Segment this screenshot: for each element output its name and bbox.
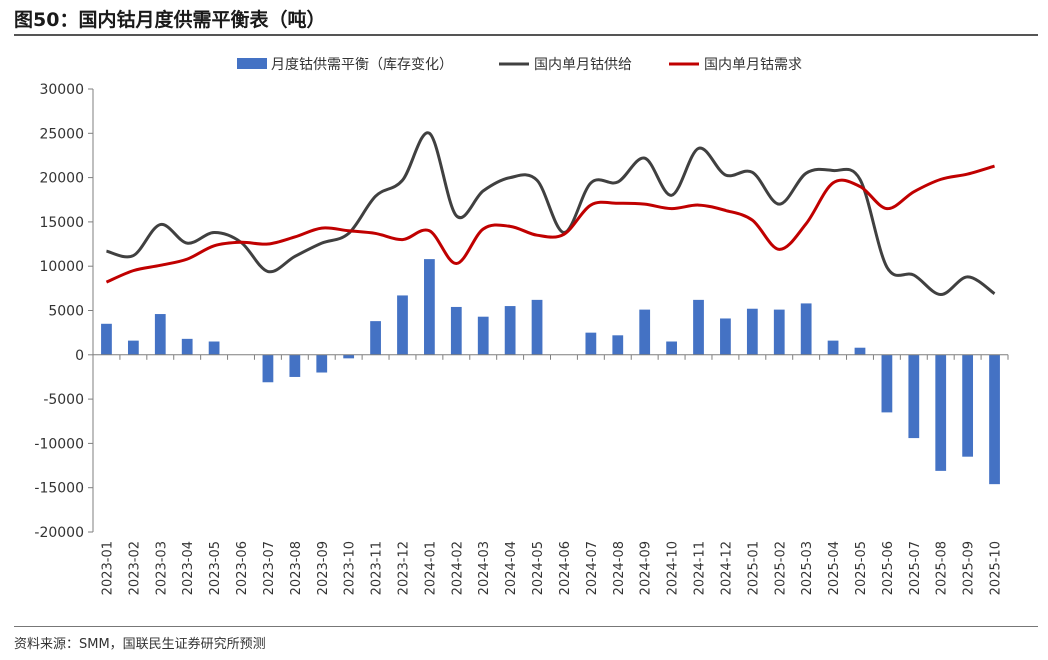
- y-tick-label: 20000: [39, 171, 84, 187]
- x-tick-label: 2023-11: [370, 541, 385, 595]
- figure-title: 图50：国内钴月度供需平衡表（吨）: [14, 9, 326, 31]
- x-tick-label: 2025-10: [989, 541, 1004, 595]
- bar-2025-10: [989, 354, 1000, 485]
- bar-2023-11: [370, 321, 381, 355]
- bar-2024-04: [504, 306, 516, 355]
- y-tick-label: -5000: [43, 392, 84, 408]
- x-tick-label: 2024-01: [423, 541, 438, 595]
- y-tick-label: 15000: [39, 215, 84, 231]
- bar-2023-03: [154, 314, 166, 355]
- bar-2025-08: [935, 354, 947, 471]
- bar-2023-12: [397, 295, 408, 355]
- source-note: 资料来源：SMM，国联民生证券研究所预测: [14, 637, 266, 652]
- y-tick-label: 25000: [39, 126, 84, 142]
- bar-2025-09: [962, 354, 974, 457]
- source-rule: [14, 626, 1038, 627]
- line-series: [105, 131, 996, 297]
- bar-2024-05: [531, 299, 543, 355]
- bar-2025-02: [773, 309, 785, 355]
- bar-2025-04: [827, 340, 839, 355]
- x-tick-label: 2024-08: [612, 541, 627, 595]
- y-tick-label: -15000: [34, 481, 84, 497]
- title-rule: [14, 34, 1038, 36]
- x-tick-label: 2024-02: [450, 541, 465, 595]
- x-tick-label: 2025-09: [962, 541, 977, 595]
- chart: 月度钴供需平衡（库存变化） 国内单月钴供给 国内单月钴需求 -20000 -15000…: [34, 57, 1009, 595]
- x-tick-label: 2023-08: [289, 541, 304, 595]
- x-axis: 2023-01 2023-02 2023-03 2023-04 2023-05 2023-…: [92, 354, 1009, 595]
- legend-label-supply: 国内单月钴供给: [534, 57, 632, 73]
- y-tick-label: -20000: [34, 525, 84, 541]
- bar-2024-10: [666, 341, 677, 355]
- bar-2025-07: [908, 354, 920, 439]
- x-tick-label: 2024-10: [666, 541, 681, 595]
- legend-swatch-balance: [237, 58, 267, 69]
- bar-2023-08: [289, 354, 301, 377]
- demand-line: [105, 164, 995, 284]
- bar-2024-09: [639, 309, 651, 355]
- bar-2023-05: [208, 341, 220, 355]
- y-tick-label: 5000: [48, 304, 84, 320]
- x-tick-label: 2023-05: [208, 541, 223, 595]
- x-tick-label: 2024-07: [585, 541, 600, 595]
- bar-2023-02: [127, 340, 139, 355]
- bar-2023-10: [343, 354, 355, 359]
- bar-2025-03: [800, 303, 812, 355]
- x-tick-label: 2025-04: [827, 541, 842, 595]
- bar-2023-04: [181, 338, 193, 355]
- x-tick-label: 2023-06: [235, 541, 250, 595]
- y-axis: -20000 -15000 -10000 -5000 0 5000 10000 15000 20…: [34, 82, 94, 541]
- x-tick-label: 2023-01: [100, 541, 115, 595]
- x-tick-label: 2025-03: [800, 541, 815, 595]
- y-tick-label: 10000: [39, 259, 84, 275]
- bar-2024-08: [612, 335, 624, 355]
- bar-2025-06: [881, 354, 893, 413]
- legend-label-balance: 月度钴供需平衡（库存变化）: [271, 57, 453, 73]
- x-tick-label: 2023-10: [343, 541, 358, 595]
- bar-2024-12: [720, 318, 731, 355]
- y-tick-label: 0: [75, 348, 84, 364]
- x-tick-label: 2024-06: [558, 541, 573, 595]
- x-tick-label: 2025-05: [854, 541, 869, 595]
- x-tick-label: 2025-01: [746, 541, 761, 595]
- supply-line: [106, 131, 996, 297]
- x-tick-label: 2023-03: [154, 541, 169, 595]
- x-tick-label: 2024-12: [719, 541, 734, 595]
- y-tick-label: -10000: [34, 436, 84, 452]
- bar-2023-01: [101, 323, 112, 355]
- x-tick-label: 2024-03: [477, 541, 492, 595]
- bar-2024-02: [450, 306, 462, 355]
- bar-2024-01: [424, 259, 435, 355]
- x-tick-label: 2023-02: [127, 541, 142, 595]
- legend: 月度钴供需平衡（库存变化） 国内单月钴供给 国内单月钴需求: [237, 57, 802, 73]
- x-tick-label: 2024-11: [693, 541, 708, 595]
- y-tick-label: 30000: [39, 82, 84, 98]
- x-tick-label: 2024-05: [531, 541, 546, 595]
- x-tick-label: 2023-07: [262, 541, 277, 595]
- bar-2025-01: [746, 308, 758, 355]
- bar-series: [101, 259, 1000, 485]
- x-tick-label: 2024-04: [504, 541, 519, 595]
- x-tick-label: 2025-06: [881, 541, 896, 595]
- x-tick-label: 2024-09: [639, 541, 654, 595]
- bar-2025-05: [854, 347, 866, 355]
- bar-2024-07: [585, 332, 597, 355]
- x-tick-label: 2025-02: [773, 541, 788, 595]
- x-tick-label: 2025-08: [935, 541, 950, 595]
- x-tick-label: 2023-09: [316, 541, 331, 595]
- bar-2024-11: [693, 299, 704, 355]
- x-tick-label: 2023-12: [396, 541, 411, 595]
- bar-2024-03: [477, 316, 489, 355]
- x-tick-label: 2023-04: [181, 541, 196, 595]
- x-tick-label: 2025-07: [908, 541, 923, 595]
- bar-2023-09: [316, 354, 328, 373]
- legend-label-demand: 国内单月钴需求: [704, 57, 802, 73]
- bar-2023-07: [262, 354, 274, 383]
